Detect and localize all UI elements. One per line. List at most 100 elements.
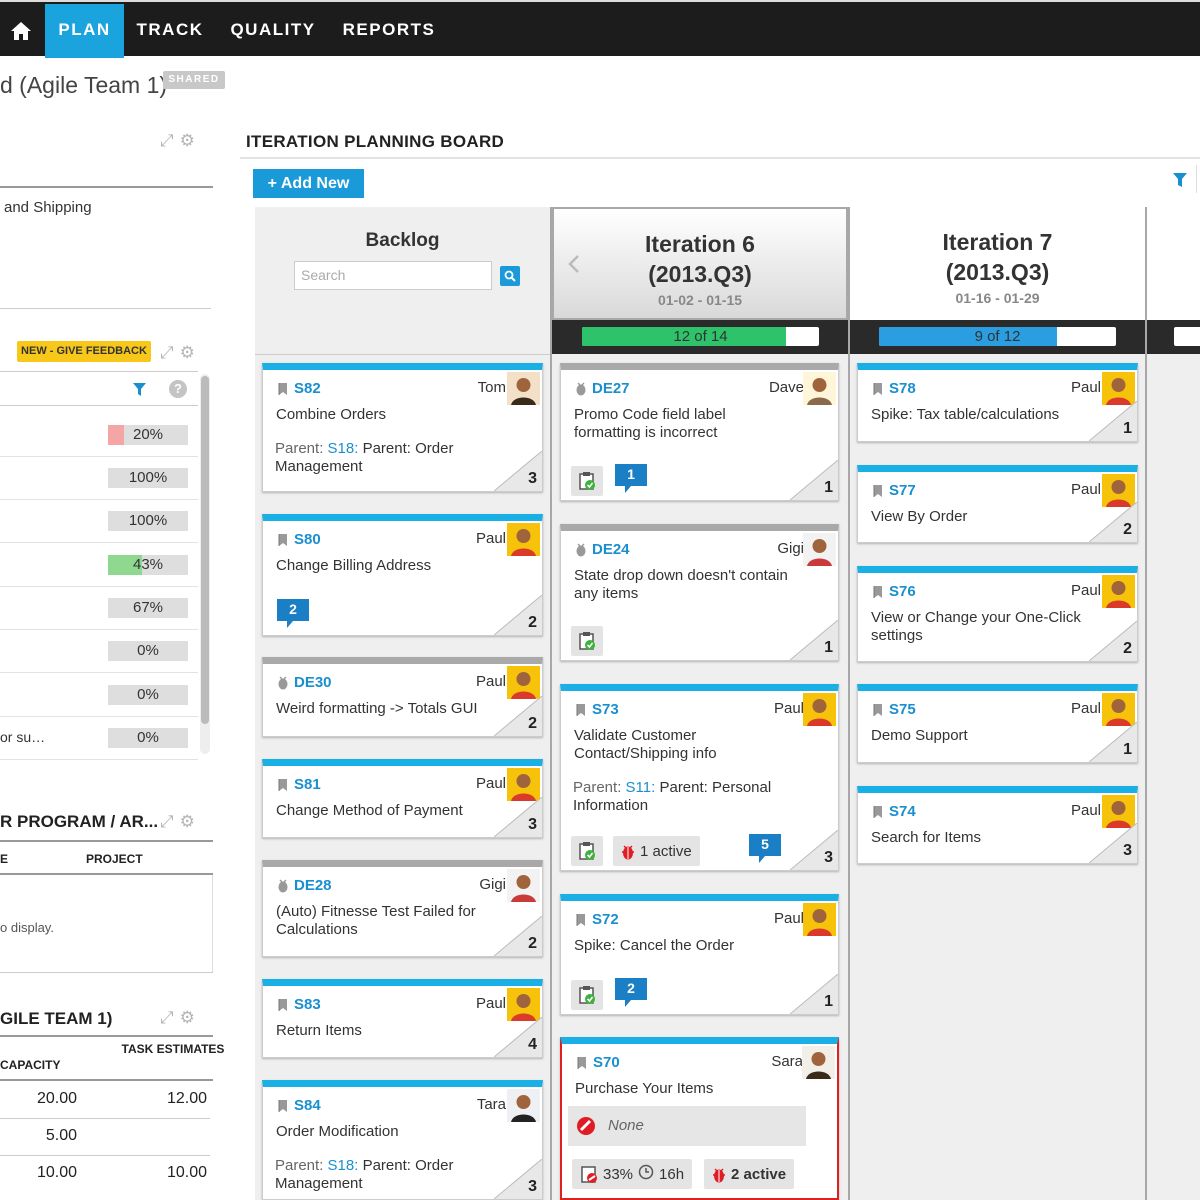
nav-track[interactable]: TRACK [136, 20, 204, 39]
estimate-corner[interactable]: 2 [1089, 502, 1137, 542]
work-item-card[interactable]: S78 Paul Spike: Tax table/calculations 1 [857, 363, 1138, 442]
add-new-button[interactable]: + Add New [253, 169, 364, 198]
filter-icon[interactable] [1173, 173, 1187, 187]
work-item-card[interactable]: DE27 Dave Promo Code field label formatting… [560, 363, 839, 501]
card-id-text[interactable]: S75 [889, 701, 916, 718]
card-id-text[interactable]: S76 [889, 583, 916, 600]
parent-link[interactable]: S18: [327, 1157, 359, 1174]
card-id-text[interactable]: S84 [294, 1097, 321, 1114]
card-id-text[interactable]: DE28 [294, 877, 332, 894]
task-button[interactable] [571, 836, 603, 866]
estimate-corner[interactable]: 1 [790, 974, 838, 1014]
estimate-corner[interactable]: 2 [494, 595, 542, 635]
progress-row[interactable]: 67% [0, 587, 198, 630]
home-button[interactable] [0, 4, 42, 58]
nav-quality[interactable]: QUALITY [230, 20, 316, 39]
card-id[interactable]: DE27 [575, 380, 630, 397]
help-icon[interactable]: ? [169, 380, 187, 398]
estimate-corner[interactable]: 4 [494, 1017, 542, 1057]
estimate-corner[interactable]: 1 [790, 620, 838, 660]
scrollbar[interactable] [200, 374, 210, 754]
task-button[interactable] [571, 466, 603, 496]
card-id[interactable]: S83 [277, 996, 321, 1013]
expand-icon[interactable]: ⤢ [160, 343, 174, 362]
filter-icon[interactable] [133, 383, 146, 396]
estimate-corner[interactable]: 3 [494, 451, 542, 491]
estimate-corner[interactable]: 1 [1089, 722, 1137, 762]
progress-row[interactable]: 0% [0, 674, 198, 717]
nav-reports[interactable]: REPORTS [342, 20, 436, 39]
card-id-text[interactable]: S80 [294, 531, 321, 548]
work-item-card[interactable]: DE30 Paul Weird formatting -> Totals GUI 2 [262, 657, 543, 737]
estimate-corner[interactable]: 3 [494, 797, 542, 837]
card-id-text[interactable]: S78 [889, 380, 916, 397]
card-id[interactable]: S72 [575, 911, 619, 928]
task-button[interactable] [571, 980, 603, 1010]
card-id[interactable]: S84 [277, 1097, 321, 1114]
backlog-search-input[interactable]: Search [294, 261, 492, 290]
work-item-card[interactable]: S70 Sara Purchase Your Items None 33% 16h 2 ac… [560, 1037, 839, 1200]
expand-icon[interactable]: ⤢ [160, 1008, 174, 1027]
estimate-corner[interactable]: 2 [494, 696, 542, 736]
progress-row[interactable]: 0% or su… [0, 717, 198, 760]
estimate-corner[interactable]: 1 [790, 460, 838, 500]
defects-chip[interactable]: 1 active [613, 836, 700, 866]
parent-link[interactable]: S18: [327, 440, 359, 457]
estimate-corner[interactable]: 2 [1089, 621, 1137, 661]
expand-icon[interactable]: ⤢ [160, 812, 174, 831]
card-id-text[interactable]: S82 [294, 380, 321, 397]
card-id-text[interactable]: S77 [889, 482, 916, 499]
work-item-card[interactable]: DE24 Gigi State drop down doesn't contain a… [560, 524, 839, 661]
gear-icon[interactable]: ⚙ [179, 343, 195, 362]
estimate-corner[interactable]: 3 [1089, 823, 1137, 863]
work-item-card[interactable]: S80 Paul Change Billing Address 2 2 [262, 514, 543, 636]
work-item-card[interactable]: S73 Paul Validate Customer Contact/Shipping… [560, 684, 839, 871]
task-button[interactable] [571, 626, 603, 656]
card-id-text[interactable]: DE24 [592, 541, 630, 558]
card-id[interactable]: S70 [576, 1054, 620, 1071]
work-item-card[interactable]: S84 Tara Order Modification Parent: S18: Pa… [262, 1080, 543, 1200]
comments-badge[interactable]: 1 [615, 464, 647, 494]
gear-icon[interactable]: ⚙ [179, 812, 195, 831]
work-item-card[interactable]: S74 Paul Search for Items 3 [857, 786, 1138, 864]
comments-badge[interactable]: 5 [749, 834, 781, 864]
feedback-badge[interactable]: NEW - GIVE FEEDBACK [17, 341, 151, 362]
defects-chip[interactable]: 2 active [704, 1159, 795, 1189]
progress-row[interactable]: 20% [0, 414, 198, 457]
gear-icon[interactable]: ⚙ [179, 131, 195, 150]
card-id-text[interactable]: DE27 [592, 380, 630, 397]
work-item-card[interactable]: DE28 Gigi (Auto) Fitnesse Test Failed for C… [262, 860, 543, 957]
card-id[interactable]: DE24 [575, 541, 630, 558]
card-id[interactable]: S81 [277, 776, 321, 793]
card-id-text[interactable]: S72 [592, 911, 619, 928]
estimate-corner[interactable]: 3 [494, 1159, 542, 1199]
card-id[interactable]: S73 [575, 701, 619, 718]
card-id-text[interactable]: S81 [294, 776, 321, 793]
work-item-card[interactable]: S76 Paul View or Change your One-Click sett… [857, 566, 1138, 662]
card-id-text[interactable]: S83 [294, 996, 321, 1013]
work-item-card[interactable]: S75 Paul Demo Support 1 [857, 684, 1138, 763]
work-item-card[interactable]: S82 Tom Combine Orders Parent: S18: Parent:… [262, 363, 543, 492]
card-id[interactable]: S76 [872, 583, 916, 600]
task-progress-chip[interactable]: 33% 16h [572, 1159, 693, 1189]
work-item-card[interactable]: S72 Paul Spike: Cancel the Order 2 1 [560, 894, 839, 1015]
card-id-text[interactable]: DE30 [294, 674, 332, 691]
work-item-card[interactable]: S81 Paul Change Method of Payment 3 [262, 759, 543, 838]
search-button[interactable] [500, 266, 520, 286]
card-id[interactable]: S80 [277, 531, 321, 548]
progress-row[interactable]: 100% [0, 457, 198, 500]
comments-badge[interactable]: 2 [615, 978, 647, 1008]
card-id[interactable]: S82 [277, 380, 321, 397]
progress-row[interactable]: 0% [0, 630, 198, 673]
estimate-corner[interactable]: 2 [494, 916, 542, 956]
card-id-text[interactable]: S73 [592, 701, 619, 718]
card-id[interactable]: S75 [872, 701, 916, 718]
card-id-text[interactable]: S70 [593, 1054, 620, 1071]
card-id[interactable]: S74 [872, 803, 916, 820]
card-id[interactable]: DE28 [277, 877, 332, 894]
card-id[interactable]: S77 [872, 482, 916, 499]
gear-icon[interactable]: ⚙ [179, 1008, 195, 1027]
card-id-text[interactable]: S74 [889, 803, 916, 820]
chevron-left-icon[interactable] [568, 254, 580, 274]
progress-row[interactable]: 100% [0, 500, 198, 543]
